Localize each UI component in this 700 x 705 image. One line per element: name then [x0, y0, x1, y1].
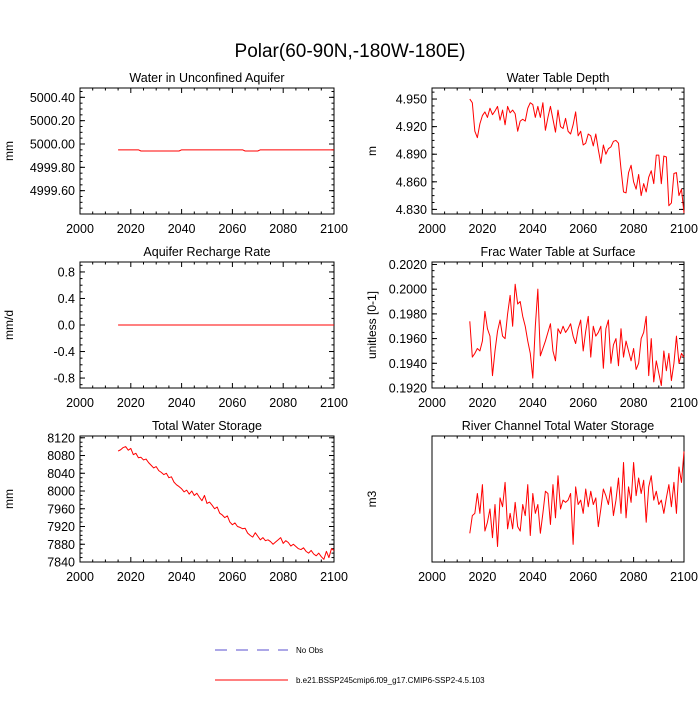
y-tick-label: 7960	[47, 502, 75, 516]
y-tick-label: 4.950	[396, 93, 427, 107]
x-tick-label: 2000	[418, 570, 446, 584]
y-tick-label: 7920	[47, 520, 75, 534]
y-tick-label: 0.2000	[389, 283, 427, 297]
x-tick-label: 2100	[320, 222, 348, 236]
figure-title: Polar(60-90N,-180W-180E)	[235, 41, 466, 62]
x-tick-label: 2040	[519, 396, 547, 410]
x-tick-label: 2100	[670, 570, 698, 584]
x-tick-label: 2060	[569, 570, 597, 584]
x-tick-label: 2020	[117, 222, 145, 236]
x-tick-label: 2040	[168, 222, 196, 236]
x-tick-label: 2040	[168, 396, 196, 410]
panel-2: Water Table Depth m 2000 2020 2040 2060 2080 21…	[365, 71, 698, 236]
y-tick-label: 5000.20	[30, 114, 75, 128]
x-tick-label: 2080	[620, 570, 648, 584]
panel-4: Frac Water Table at Surface unitless [0-1…	[365, 245, 698, 410]
y-tick-label: 8120	[47, 431, 75, 445]
panel-frame	[79, 435, 335, 563]
y-axis-label: m3	[365, 490, 379, 507]
series-line-model	[117, 446, 335, 560]
y-tick-label: 7880	[47, 538, 75, 552]
panel-frame	[431, 87, 685, 215]
y-tick-label: 4.890	[396, 148, 427, 162]
y-axis-label: mm	[2, 141, 16, 161]
y-tick-label: 7840	[47, 556, 75, 570]
x-tick-label: 2060	[218, 396, 246, 410]
x-tick-label: 2020	[468, 396, 496, 410]
panel-title: Water in Unconfined Aquifer	[129, 71, 284, 85]
x-tick-label: 2000	[66, 570, 94, 584]
y-axis-label: unitless [0-1]	[365, 291, 379, 359]
x-tick-label: 2000	[418, 396, 446, 410]
x-tick-label: 2080	[269, 396, 297, 410]
y-tick-label: 0.8	[58, 265, 75, 279]
y-tick-label: -0.4	[53, 345, 75, 359]
series-line-model	[469, 283, 685, 387]
series-line-model	[469, 451, 685, 548]
x-tick-label: 2060	[569, 222, 597, 236]
panel-3: Aquifer Recharge Rate mm/d 2000 2020 2040 206…	[2, 245, 348, 410]
x-tick-label: 2040	[519, 570, 547, 584]
legend-label-no-obs: No Obs	[296, 646, 323, 655]
legend: No Obs b.e21.BSSP245cmip6.f09_g17.CMIP6-…	[215, 646, 485, 685]
panel-frame	[79, 87, 335, 215]
x-tick-label: 2020	[117, 570, 145, 584]
y-tick-label: 4.920	[396, 120, 427, 134]
x-tick-label: 2060	[569, 396, 597, 410]
y-axis-label: mm	[2, 489, 16, 509]
y-tick-label: 8040	[47, 467, 75, 481]
x-tick-label: 2080	[620, 222, 648, 236]
y-tick-label: 4999.80	[30, 161, 75, 175]
panel-6: River Channel Total Water Storage m3 2000 2…	[365, 419, 698, 584]
y-tick-label: 0.4	[58, 292, 75, 306]
x-tick-label: 2080	[620, 396, 648, 410]
x-tick-label: 2000	[66, 396, 94, 410]
y-tick-label: 4.830	[396, 203, 427, 217]
x-tick-label: 2020	[468, 222, 496, 236]
panel-title: Aquifer Recharge Rate	[143, 245, 270, 259]
y-tick-label: 0.0	[58, 319, 75, 333]
panel-frame	[431, 435, 685, 563]
x-tick-label: 2100	[320, 396, 348, 410]
y-tick-label: 5000.40	[30, 91, 75, 105]
panel-1: Water in Unconfined Aquifer mm 2000 2020 204…	[2, 71, 348, 236]
legend-label-model: b.e21.BSSP245cmip6.f09_g17.CMIP6-SSP2-4.…	[296, 676, 485, 685]
y-tick-label: 0.2020	[389, 258, 427, 272]
y-tick-label: 0.1960	[389, 332, 427, 346]
x-tick-label: 2020	[117, 396, 145, 410]
x-tick-label: 2040	[168, 570, 196, 584]
panels: Water in Unconfined Aquifer mm 2000 2020 204…	[2, 71, 698, 584]
x-tick-label: 2100	[320, 570, 348, 584]
x-tick-label: 2100	[670, 222, 698, 236]
panel-title: Total Water Storage	[152, 419, 262, 433]
x-tick-label: 2080	[269, 570, 297, 584]
y-tick-label: 4.860	[396, 175, 427, 189]
x-tick-label: 2020	[468, 570, 496, 584]
x-tick-label: 2000	[66, 222, 94, 236]
panel-5: Total Water Storage mm 2000 2020 2040 2060 208…	[2, 419, 348, 584]
y-tick-label: 0.1920	[389, 382, 427, 396]
x-tick-label: 2080	[269, 222, 297, 236]
series-line-model	[118, 149, 334, 152]
y-tick-label: 0.1980	[389, 307, 427, 321]
panel-title: River Channel Total Water Storage	[462, 419, 655, 433]
y-tick-label: 8000	[47, 485, 75, 499]
y-tick-label: 0.1940	[389, 357, 427, 371]
y-axis-label: m	[365, 146, 379, 156]
y-tick-label: 4999.60	[30, 184, 75, 198]
x-tick-label: 2060	[218, 570, 246, 584]
panel-title: Frac Water Table at Surface	[481, 245, 636, 259]
series-line-model	[469, 98, 685, 214]
y-tick-label: 8080	[47, 449, 75, 463]
x-tick-label: 2000	[418, 222, 446, 236]
x-tick-label: 2060	[218, 222, 246, 236]
x-tick-label: 2100	[670, 396, 698, 410]
y-axis-label: mm/d	[2, 310, 16, 340]
y-tick-label: -0.8	[53, 372, 75, 386]
x-tick-label: 2040	[519, 222, 547, 236]
y-tick-label: 5000.00	[30, 138, 75, 152]
panel-title: Water Table Depth	[507, 71, 610, 85]
